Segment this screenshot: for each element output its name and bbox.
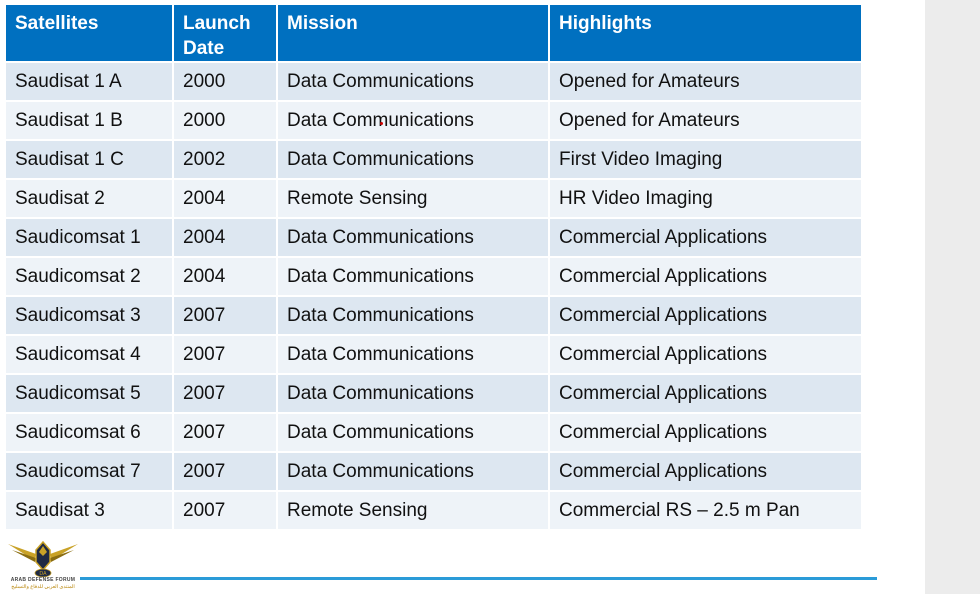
cell-satellite: Saudicomsat 6 [6, 412, 174, 451]
cell-highlight: Commercial Applications [550, 451, 861, 490]
table-row: Saudisat 1 A 2000 Data Communications Opene… [6, 61, 861, 100]
cell-launch-date: 2002 [174, 139, 278, 178]
table-row: Saudicomsat 7 2007 Data Communications Comm… [6, 451, 861, 490]
cell-launch-date: 2004 [174, 178, 278, 217]
cell-highlight: Opened for Amateurs [550, 61, 861, 100]
cell-launch-date: 2007 [174, 451, 278, 490]
red-pointer-dot [380, 122, 383, 125]
slide: Satellites Launch Date Mission Highlights… [6, 5, 877, 592]
bottom-rule [80, 577, 877, 580]
cell-highlight: Commercial Applications [550, 373, 861, 412]
header-mission: Mission [278, 5, 550, 61]
logo-arabic: المنتدى العربي للدفاع والتسليح [11, 584, 75, 590]
table-row: Saudisat 3 2007 Remote Sensing Commercial R… [6, 490, 861, 529]
cell-mission: Data Communications [278, 139, 550, 178]
table-body: Saudisat 1 A 2000 Data Communications Opene… [6, 61, 861, 529]
cell-launch-date: 2004 [174, 256, 278, 295]
cell-satellite: Saudisat 1 A [6, 61, 174, 100]
cell-mission: Data Communications [278, 412, 550, 451]
arab-defense-forum-logo: DA ARAB DEFENSE FORUM المنتدى العربي للد… [6, 536, 80, 592]
cell-satellite: Saudisat 2 [6, 178, 174, 217]
cell-launch-date: 2007 [174, 334, 278, 373]
cell-highlight: Commercial Applications [550, 412, 861, 451]
cell-mission: Remote Sensing [278, 490, 550, 529]
cell-satellite: Saudicomsat 4 [6, 334, 174, 373]
logo-name: ARAB DEFENSE FORUM [10, 577, 76, 583]
cell-mission: Data Communications [278, 61, 550, 100]
table-row: Saudicomsat 4 2007 Data Communications Comm… [6, 334, 861, 373]
cell-mission: Data Communications [278, 295, 550, 334]
table-row: Saudicomsat 3 2007 Data Communications Comm… [6, 295, 861, 334]
cell-highlight: Opened for Amateurs [550, 100, 861, 139]
side-panel [925, 0, 980, 594]
cell-mission: Data Communications [278, 451, 550, 490]
cell-launch-date: 2007 [174, 295, 278, 334]
cell-highlight: Commercial Applications [550, 295, 861, 334]
cell-launch-date: 2007 [174, 490, 278, 529]
cell-highlight: HR Video Imaging [550, 178, 861, 217]
cell-launch-date: 2000 [174, 100, 278, 139]
satellites-table: Satellites Launch Date Mission Highlights… [6, 5, 861, 529]
cell-satellite: Saudicomsat 2 [6, 256, 174, 295]
cell-launch-date: 2004 [174, 217, 278, 256]
cell-satellite: Saudisat 3 [6, 490, 174, 529]
cell-mission: Data Communications [278, 217, 550, 256]
cell-mission: Data Communications [278, 100, 550, 139]
eagle-emblem-icon: DA [8, 540, 78, 578]
cell-mission: Data Communications [278, 334, 550, 373]
table-row: Saudisat 2 2004 Remote Sensing HR Video Ima… [6, 178, 861, 217]
header-satellites: Satellites [6, 5, 174, 61]
header-launch-date: Launch Date [174, 5, 278, 61]
cell-mission: Data Communications [278, 373, 550, 412]
cell-satellite: Saudicomsat 1 [6, 217, 174, 256]
cell-highlight: Commercial Applications [550, 217, 861, 256]
table-row: Saudicomsat 6 2007 Data Communications Comm… [6, 412, 861, 451]
cell-satellite: Saudicomsat 5 [6, 373, 174, 412]
table-row: Saudicomsat 5 2007 Data Communications Comm… [6, 373, 861, 412]
cell-highlight: Commercial Applications [550, 334, 861, 373]
cell-satellite: Saudicomsat 3 [6, 295, 174, 334]
cell-satellite: Saudisat 1 B [6, 100, 174, 139]
cell-satellite: Saudisat 1 C [6, 139, 174, 178]
table-row: Saudicomsat 2 2004 Data Communications Comm… [6, 256, 861, 295]
table-row: Saudisat 1 C 2002 Data Communications First… [6, 139, 861, 178]
cell-highlight: First Video Imaging [550, 139, 861, 178]
cell-highlight: Commercial RS – 2.5 m Pan [550, 490, 861, 529]
cell-launch-date: 2000 [174, 61, 278, 100]
table-row: Saudicomsat 1 2004 Data Communications Comm… [6, 217, 861, 256]
cell-highlight: Commercial Applications [550, 256, 861, 295]
cell-mission: Remote Sensing [278, 178, 550, 217]
table-header-row: Satellites Launch Date Mission Highlights [6, 5, 861, 61]
cell-launch-date: 2007 [174, 373, 278, 412]
cell-satellite: Saudicomsat 7 [6, 451, 174, 490]
table-row: Saudisat 1 B 2000 Data Communications Opene… [6, 100, 861, 139]
cell-mission: Data Communications [278, 256, 550, 295]
svg-text:DA: DA [39, 571, 47, 577]
header-highlights: Highlights [550, 5, 861, 61]
cell-launch-date: 2007 [174, 412, 278, 451]
